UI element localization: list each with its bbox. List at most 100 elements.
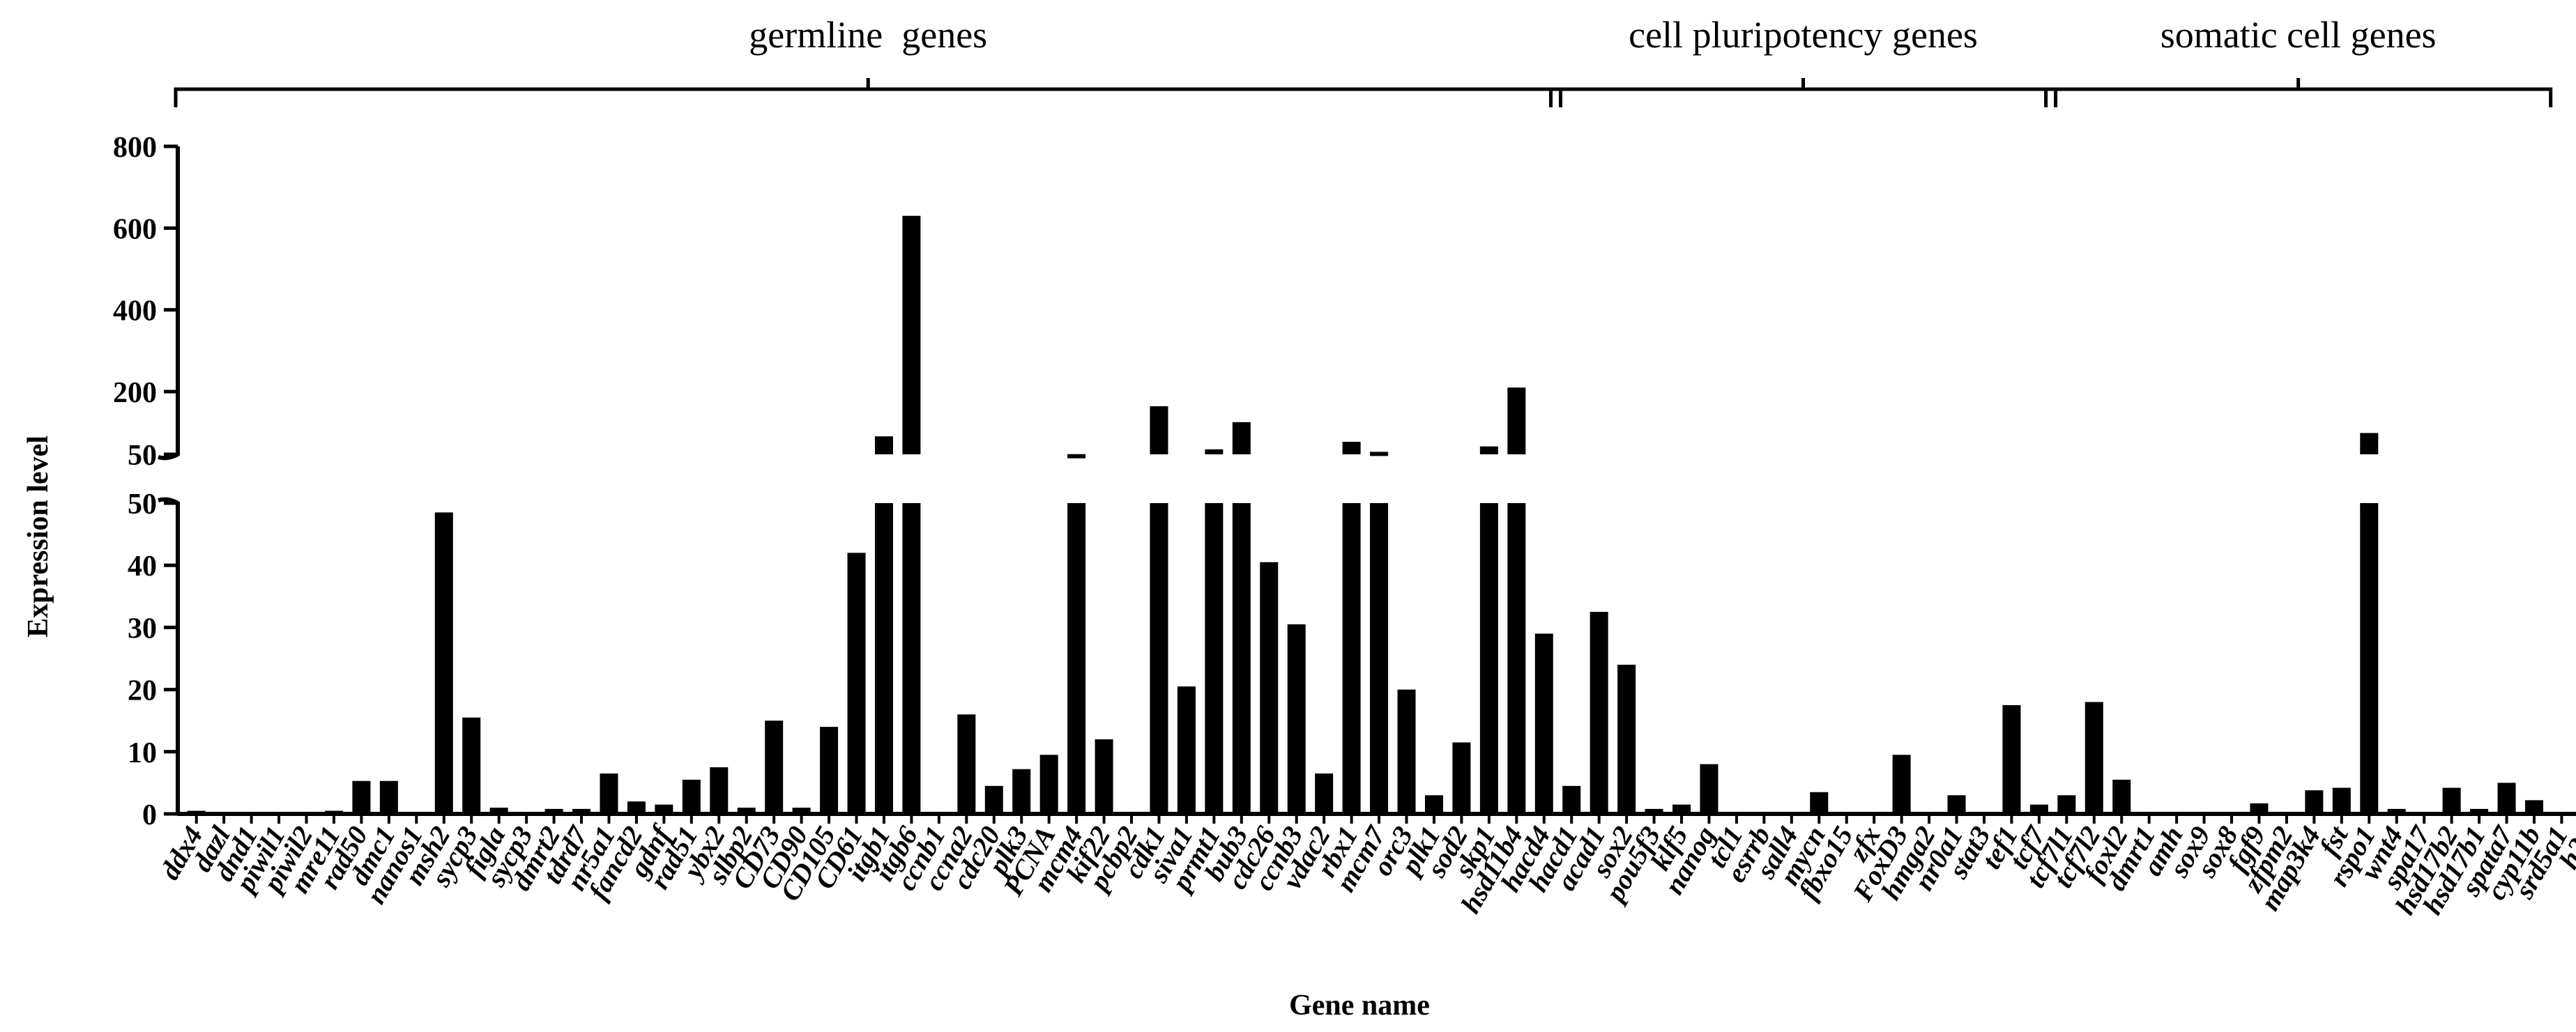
y-tick-label: 30 (128, 613, 157, 645)
bar (407, 812, 426, 814)
bar (2524, 800, 2543, 814)
bar-upper-segment (1067, 454, 1086, 459)
bar (2057, 795, 2076, 814)
bar (792, 808, 811, 814)
bar (1865, 812, 1884, 814)
bar (1617, 664, 1636, 814)
bar (1974, 812, 1993, 814)
bar (1700, 764, 1718, 814)
group-label: somatic cell genes (2160, 14, 2437, 56)
bar (2029, 804, 2048, 814)
bar (929, 812, 948, 814)
y-tick-label: 50 (128, 488, 157, 521)
bar (2332, 787, 2351, 814)
bar-upper-segment (1205, 449, 1224, 454)
group-bracket (1549, 78, 2058, 107)
bar (2223, 812, 2241, 814)
bar (627, 801, 646, 814)
bar (820, 727, 839, 814)
bar (710, 767, 729, 814)
bar (2085, 702, 2103, 814)
bar (2387, 808, 2406, 814)
bar (874, 503, 893, 814)
y-tick-label: 40 (128, 550, 157, 583)
bar-upper-segment (1507, 387, 1526, 454)
y-tick-label: 600 (113, 213, 157, 245)
bar (187, 810, 206, 814)
bar (1645, 808, 1663, 814)
bar-upper-segment (1370, 452, 1389, 456)
bar (984, 785, 1003, 814)
bar (1755, 812, 1774, 814)
bar (1122, 812, 1141, 814)
bar (1342, 503, 1361, 814)
group-label: germline genes (749, 14, 987, 56)
bar (1370, 503, 1389, 814)
bar (2277, 812, 2296, 814)
bar (1095, 739, 1113, 814)
bar (324, 810, 343, 814)
bar (1810, 792, 1829, 814)
bar (2415, 812, 2434, 814)
x-axis-title: Gene name (1289, 989, 1430, 1022)
y-axis-title: Expression level (22, 436, 54, 638)
bar (1232, 503, 1251, 814)
bar (847, 553, 866, 814)
group-bracket (174, 78, 1562, 107)
bar-upper-segment (1479, 446, 1498, 454)
bar (655, 804, 673, 814)
bar (682, 779, 701, 814)
bar (270, 812, 289, 814)
bar (1782, 812, 1801, 814)
bar (1507, 503, 1526, 814)
bar (1315, 773, 1334, 814)
bar (2470, 808, 2489, 814)
bar-upper-segment (902, 215, 921, 454)
bar (2167, 812, 2186, 814)
bar (2002, 704, 2021, 814)
bar (297, 812, 316, 814)
y-tick-label: 10 (128, 737, 157, 769)
bar (1150, 503, 1168, 814)
group-bracket (2044, 78, 2553, 107)
bar (902, 503, 921, 814)
bar (215, 812, 234, 814)
bar (1590, 612, 1608, 814)
bar (1012, 769, 1031, 814)
bar (1837, 812, 1856, 814)
bar-upper-segment (1342, 442, 1361, 454)
bar (2140, 812, 2158, 814)
bar (737, 808, 756, 814)
bar (1397, 689, 1416, 814)
bar (434, 512, 453, 814)
y-tick-label: 400 (113, 295, 157, 328)
bar (1260, 562, 1279, 814)
bar (2305, 790, 2324, 814)
y-tick-label: 200 (113, 377, 157, 409)
bar (1947, 795, 1966, 814)
bar (544, 808, 563, 814)
y-tick-label: 800 (113, 132, 157, 164)
bar (517, 812, 536, 814)
bar (2552, 812, 2571, 814)
bar (572, 808, 591, 814)
bar (2195, 812, 2213, 814)
bar (1039, 755, 1058, 814)
bar (2250, 803, 2269, 814)
bar (1205, 503, 1224, 814)
bar (1424, 795, 1443, 814)
bar (1672, 804, 1691, 814)
bar (1892, 755, 1911, 814)
bar (1287, 624, 1306, 814)
bar-upper-segment (1150, 406, 1168, 454)
bar (1067, 503, 1086, 814)
bar (462, 717, 481, 814)
bar (1177, 686, 1196, 814)
bar (242, 812, 261, 814)
bar (1727, 812, 1746, 814)
bar (2112, 779, 2131, 814)
bar (1479, 503, 1498, 814)
bar (352, 780, 371, 814)
bar (765, 721, 784, 814)
